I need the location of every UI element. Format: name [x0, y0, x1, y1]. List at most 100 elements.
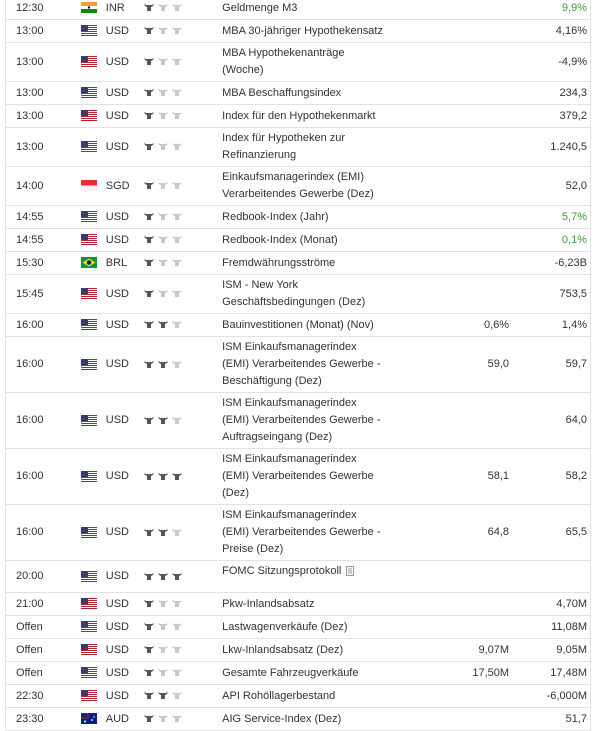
event-line: Geschäftsbedingungen (Dez): [222, 296, 366, 308]
previous: 5,7%: [512, 205, 591, 229]
flag-cell: [80, 42, 106, 82]
previous: 65,5: [512, 504, 591, 561]
flag-cell: [80, 638, 106, 662]
event: Redbook-Index (Monat): [222, 228, 420, 252]
flag: [80, 414, 97, 426]
event-row: 16:00 USD ISM Einkaufsmanagerindex (EMI) Ve…: [5, 504, 591, 561]
event-line: MBA 30-jähriger Hypothekensatz: [222, 24, 383, 37]
previous: 1.240,5: [512, 127, 591, 167]
forecast: 58,1: [419, 448, 513, 505]
importance-cell: [143, 251, 223, 275]
importance-cell: [143, 504, 223, 561]
importance: [144, 669, 183, 677]
previous: -6,23B: [512, 251, 591, 275]
forecast: [419, 251, 513, 275]
event-row: 15:45 USD ISM - New York Geschäftsbedingung…: [5, 274, 591, 314]
importance-cell: [143, 661, 223, 685]
event-line: Auftragseingang (Dez): [222, 431, 333, 443]
event-line: (EMI) Verarbeitendes Gewerbe -: [222, 414, 381, 426]
forecast: [419, 274, 513, 314]
event-line: (Woche): [222, 64, 264, 76]
event: Index für den Hypothekenmarkt: [222, 104, 420, 128]
event-line: Einkaufsmanagerindex (EMI): [222, 171, 364, 183]
time: 12:30: [5, 0, 81, 20]
flag: [80, 621, 97, 633]
event: Einkaufsmanagerindex (EMI) Verarbeitendes…: [222, 166, 420, 206]
previous: 234,3: [512, 81, 591, 105]
forecast: [419, 104, 513, 128]
forecast: 59,0: [419, 336, 513, 393]
event-line: MBA Hypothekenanträge: [222, 47, 345, 59]
flag-cell: [80, 615, 106, 639]
previous: 11,08M: [512, 615, 591, 639]
event-line: ISM Einkaufsmanagerindex: [222, 341, 357, 353]
event: FOMC Sitzungsprotokoll: [222, 560, 420, 593]
importance: [144, 4, 183, 12]
currency: USD: [105, 127, 144, 167]
flag: [80, 319, 97, 331]
time: 23:30: [5, 707, 81, 731]
forecast: [419, 592, 513, 616]
flag-cell: [80, 684, 106, 708]
previous: -6,000M: [512, 684, 591, 708]
flag-cell: [80, 166, 106, 206]
forecast: [419, 205, 513, 229]
previous: 4,16%: [512, 19, 591, 43]
event-row: 16:00 USD Bauinvestitionen (Monat) (Nov) 0,…: [5, 313, 591, 337]
time: 13:00: [5, 81, 81, 105]
previous: 1,4%: [512, 313, 591, 337]
importance: [144, 528, 183, 536]
forecast: 0,6%: [419, 313, 513, 337]
event-line: Redbook-Index (Monat): [222, 233, 338, 246]
event-line: MBA Beschaffungsindex: [222, 86, 342, 99]
importance: [144, 236, 183, 244]
time: 13:00: [5, 127, 81, 167]
importance-cell: [143, 615, 223, 639]
event: Fremdwährungsströme: [222, 251, 420, 275]
flag: [80, 180, 97, 192]
flag-cell: [80, 392, 106, 449]
flag-cell: [80, 313, 106, 337]
event-row: 23:30 AUD AIG Service-Index (Dez) 51,7: [5, 707, 591, 731]
event-line: ISM Einkaufsmanagerindex: [222, 509, 357, 521]
flag-cell: [80, 127, 106, 167]
forecast: [419, 127, 513, 167]
previous: 753,5: [512, 274, 591, 314]
currency: USD: [105, 313, 144, 337]
importance-cell: [143, 42, 223, 82]
importance: [144, 472, 183, 480]
importance: [144, 143, 183, 151]
flag: [80, 470, 97, 482]
currency: USD: [105, 19, 144, 43]
currency: USD: [105, 104, 144, 128]
flag: [80, 110, 97, 122]
time: 16:00: [5, 313, 81, 337]
currency: USD: [105, 661, 144, 685]
event: ISM Einkaufsmanagerindex (EMI) Verarbeite…: [222, 504, 420, 561]
event-row: 14:55 USD Redbook-Index (Jahr) 5,7%: [5, 205, 591, 229]
importance-cell: [143, 684, 223, 708]
flag-cell: [80, 104, 106, 128]
importance: [144, 213, 183, 221]
importance-cell: [143, 336, 223, 393]
importance: [144, 600, 183, 608]
event-row: 21:00 USD Pkw-Inlandsabsatz 4,70M: [5, 592, 591, 616]
event-row: Offen USD Gesamte Fahrzeugverkäufe 17,50M 17…: [5, 661, 591, 685]
flag: [80, 141, 97, 153]
importance: [144, 112, 183, 120]
event-row: 20:00 USD FOMC Sitzungsprotokoll: [5, 560, 591, 593]
importance: [144, 89, 183, 97]
event: MBA Beschaffungsindex: [222, 81, 420, 105]
previous: 59,7: [512, 336, 591, 393]
importance-cell: [143, 592, 223, 616]
importance-cell: [143, 274, 223, 314]
forecast: [419, 707, 513, 731]
event: AIG Service-Index (Dez): [222, 707, 420, 731]
currency: USD: [105, 504, 144, 561]
flag-cell: [80, 448, 106, 505]
currency: USD: [105, 392, 144, 449]
importance: [144, 623, 183, 631]
flag: [80, 598, 97, 610]
event-line: Pkw-Inlandsabsatz: [222, 597, 315, 610]
event-row: 13:00 USD MBA Beschaffungsindex 234,3: [5, 81, 591, 105]
